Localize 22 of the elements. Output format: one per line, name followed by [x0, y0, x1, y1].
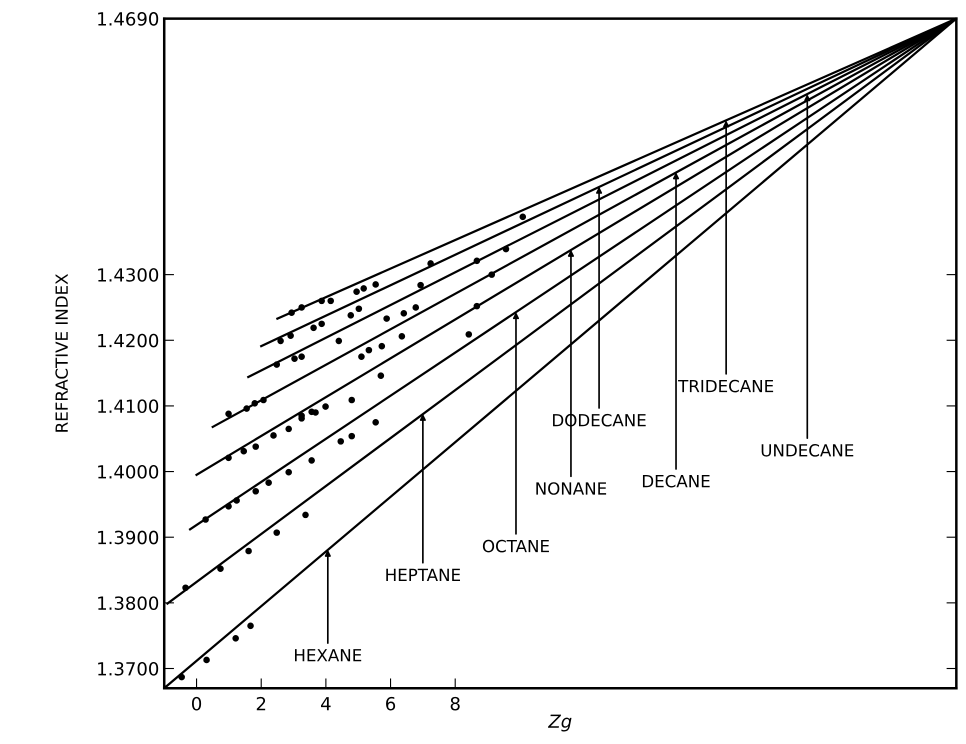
y-tick-label: 1.4000: [98, 465, 158, 479]
y-tick-label: 1.4300: [98, 268, 158, 282]
annotation: OCTANE: [482, 540, 549, 552]
y-tick-label: 1.4100: [98, 399, 158, 414]
x-tick-label: 0: [192, 696, 202, 711]
annotation: HEXANE: [295, 649, 362, 662]
y-tick-label: 1.3900: [98, 530, 158, 544]
y-tick-label: 1.4200: [98, 334, 158, 348]
annotation: HEPTANE: [386, 568, 460, 581]
annotation: NONANE: [536, 482, 606, 495]
x-tick-label: 6: [386, 696, 396, 711]
y-tick-label: 1.3700: [98, 662, 158, 676]
x-axis-title: Zg: [548, 714, 572, 732]
x-tick-label: 2: [256, 696, 266, 710]
annotation: DECANE: [642, 474, 710, 488]
x-tick-label: 8: [450, 696, 460, 711]
x-tick-label: 4: [321, 697, 331, 710]
annotation: UNDECANE: [762, 444, 854, 457]
y-tick-label: 1.4690: [98, 12, 158, 26]
y-axis-title: REFRACTIVE INDEX: [55, 274, 68, 432]
y-tick-label: 1.3800: [98, 596, 158, 610]
annotation: TRIDECANE: [678, 380, 774, 392]
